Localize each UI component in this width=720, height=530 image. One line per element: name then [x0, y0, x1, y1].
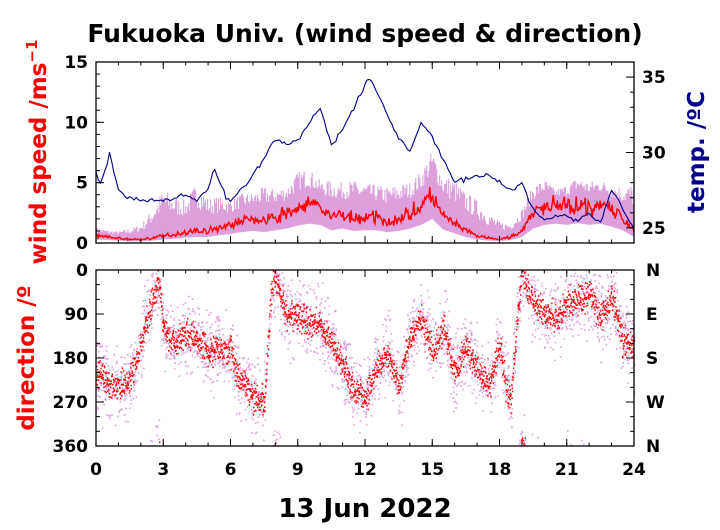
x-tick-label: 18	[488, 460, 512, 480]
temperature-tick-label: 25	[642, 219, 666, 239]
x-tick-label: 21	[555, 460, 579, 480]
wind-speed-tick-label: 10	[64, 113, 88, 133]
direction-tick-label: 180	[53, 349, 89, 369]
wind-speed-axis-label-unit: −1	[23, 40, 41, 63]
x-tick-label: 3	[157, 460, 169, 480]
x-tick-label: 6	[225, 460, 237, 480]
compass-tick-label: N	[646, 261, 660, 281]
x-tick-label: 24	[622, 460, 646, 480]
wind-speed-tick-label: 5	[76, 174, 88, 194]
compass-tick-label: E	[646, 305, 658, 325]
wind-speed-tick-label: 15	[64, 53, 88, 73]
chart-title: Fukuoka Univ. (wind speed & direction)	[87, 19, 642, 48]
temperature-tick-label: 30	[642, 144, 666, 164]
x-tick-label: 15	[420, 460, 444, 480]
x-tick-label: 9	[292, 460, 304, 480]
direction-tick-label: 0	[76, 261, 88, 281]
direction-instant-points	[96, 269, 636, 447]
direction-panel-frame	[95, 269, 635, 447]
temperature-tick-label: 35	[642, 68, 666, 88]
direction-tick-label: 270	[53, 393, 89, 413]
compass-tick-label: S	[646, 349, 658, 369]
temperature-series	[95, 78, 635, 230]
direction-tick-label: 90	[64, 305, 88, 325]
temperature-axis-label: temp. /ºC	[684, 91, 710, 213]
compass-tick-label: N	[646, 437, 660, 457]
x-tick-label: 12	[353, 460, 377, 480]
x-tick-label: 0	[90, 460, 102, 480]
wind-mean-series	[95, 186, 635, 242]
axes-layer: 0 3 6 9 12 15 18 21 24 0 5 10 15 25 30 35 0 N 90 E 180 S 270 W 3…	[53, 53, 666, 480]
date-label: 13 Jun 2022	[278, 494, 451, 524]
direction-tick-label: 360	[53, 437, 89, 457]
wind-speed-tick-label: 0	[76, 234, 88, 254]
compass-tick-label: W	[646, 393, 665, 413]
series-layer	[95, 78, 636, 446]
direction-mean-points	[96, 269, 636, 446]
wind-speed-axis-label: wind speed /ms−1	[23, 40, 52, 265]
direction-axis-label: direction /º	[14, 285, 40, 430]
plot-layer	[95, 154, 636, 447]
